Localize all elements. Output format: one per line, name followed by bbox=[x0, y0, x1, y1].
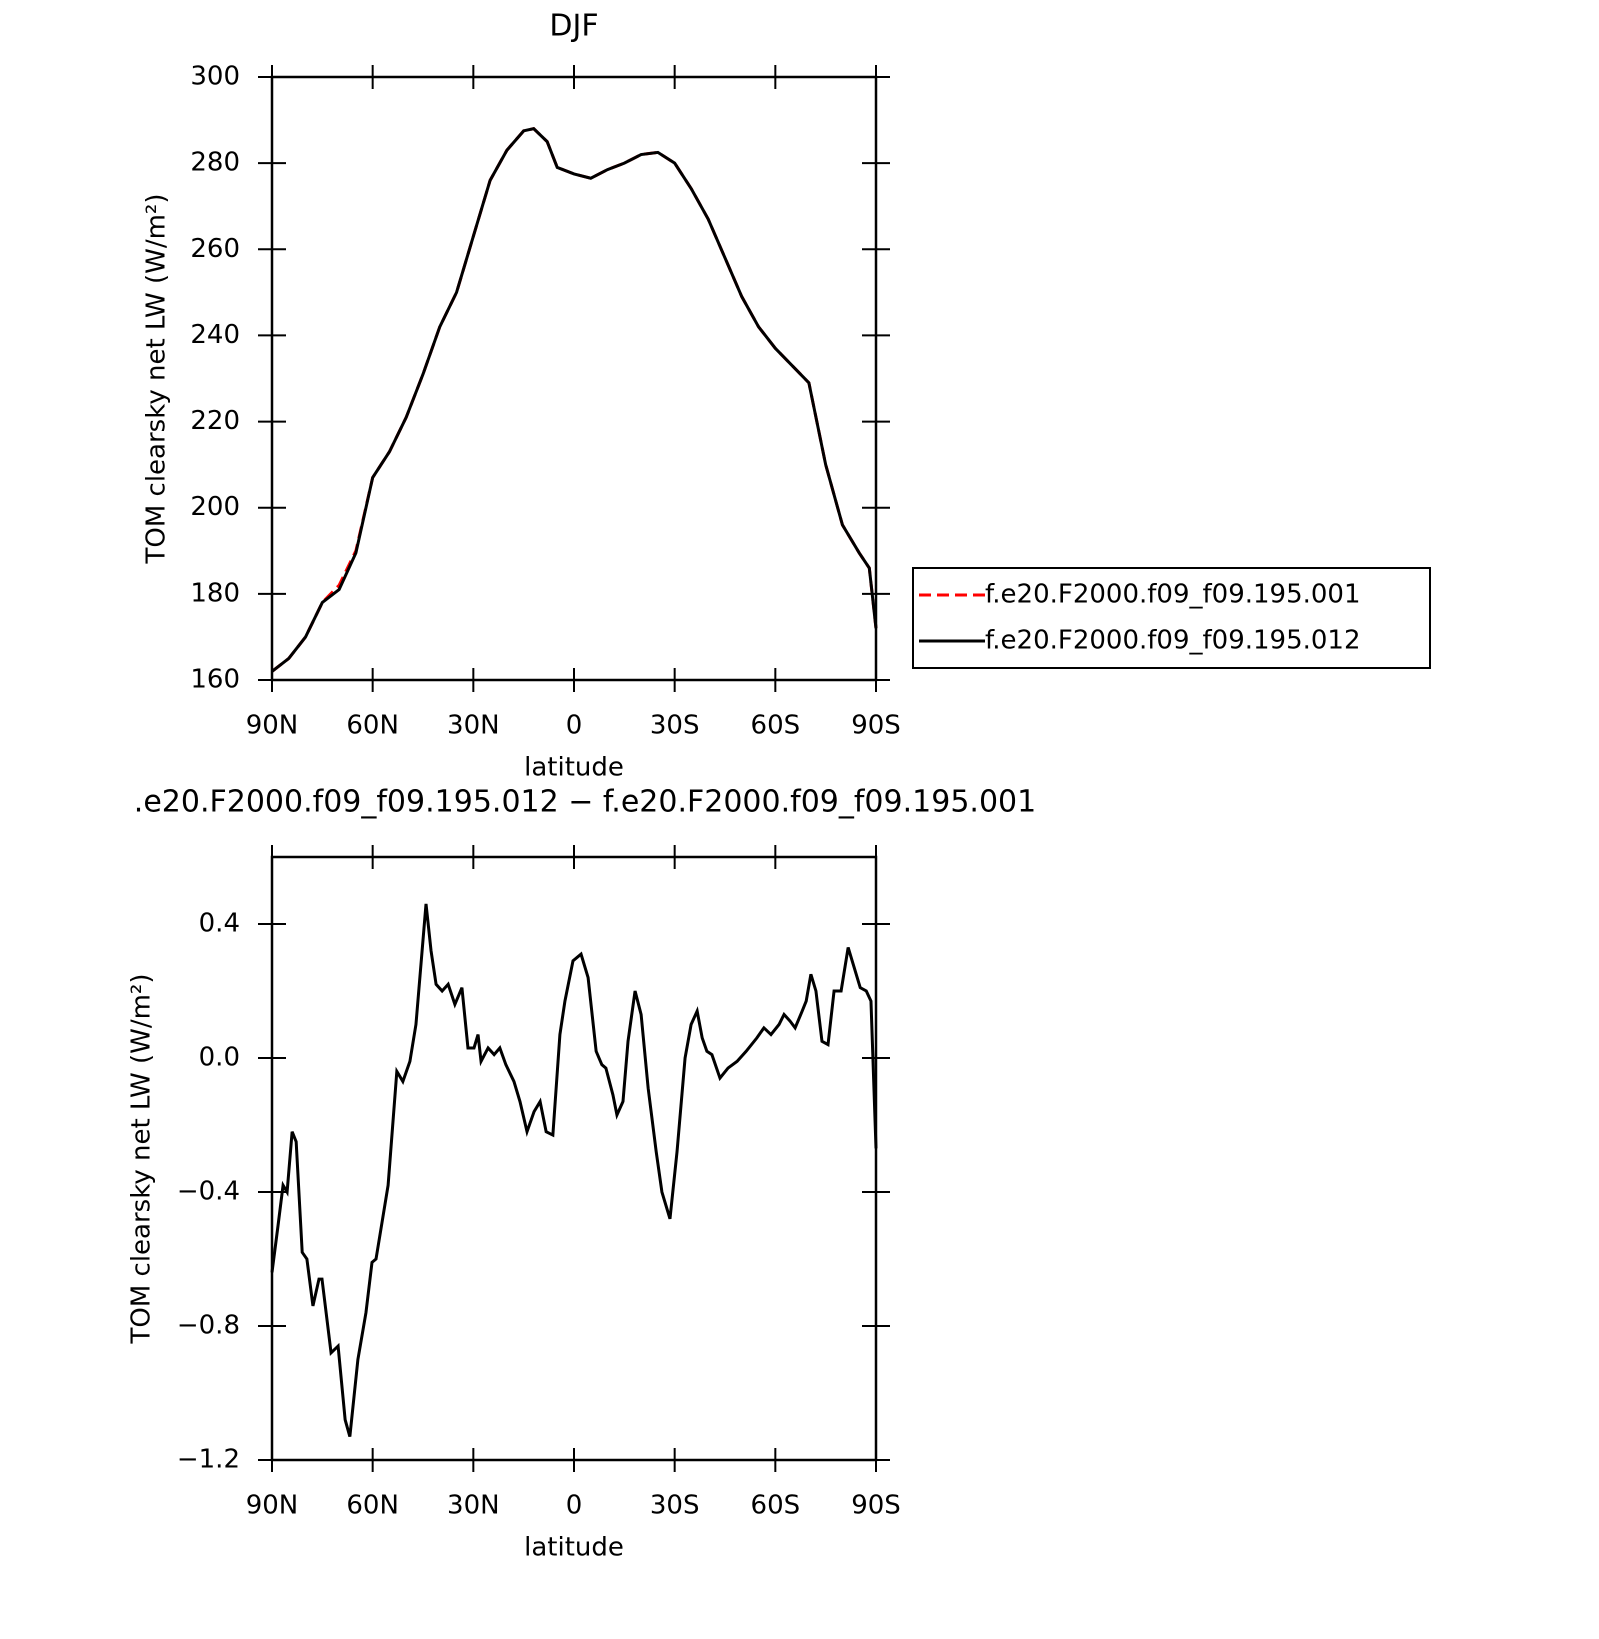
y-tick-label: 200 bbox=[190, 492, 240, 522]
y-tick-label: 260 bbox=[190, 234, 240, 264]
y-axis-label: TOM clearsky net LW (W/m²) bbox=[127, 973, 157, 1344]
y-tick-label: 300 bbox=[190, 62, 240, 92]
x-tick-label: 60N bbox=[346, 1491, 399, 1521]
y-tick-label: 180 bbox=[190, 578, 240, 608]
series-line bbox=[271, 127, 878, 673]
x-tick-label: 60S bbox=[751, 711, 801, 741]
y-tick-label: 240 bbox=[190, 320, 240, 350]
y-tick-label: 0.0 bbox=[199, 1043, 240, 1073]
y-tick-label: 160 bbox=[190, 665, 240, 695]
y-tick-label: 280 bbox=[190, 148, 240, 178]
y-tick-label: −0.8 bbox=[177, 1311, 240, 1341]
x-tick-label: 60S bbox=[751, 1491, 801, 1521]
y-tick-label: 0.4 bbox=[199, 909, 240, 939]
x-tick-label: 30S bbox=[650, 1491, 700, 1521]
x-tick-label: 90S bbox=[851, 711, 901, 741]
legend-label: f.e20.F2000.f09_f09.195.001 bbox=[985, 580, 1361, 610]
x-tick-label: 30N bbox=[447, 1491, 500, 1521]
series-line bbox=[271, 127, 878, 673]
x-tick-label: 90N bbox=[246, 1491, 299, 1521]
y-axis-label: TOM clearsky net LW (W/m²) bbox=[142, 193, 172, 564]
chart-title: .e20.F2000.f09_f09.195.012 − f.e20.F2000… bbox=[134, 785, 1036, 820]
x-tick-label: 60N bbox=[346, 711, 399, 741]
plot-frame bbox=[270, 75, 878, 682]
x-tick-label: 0 bbox=[566, 711, 583, 741]
x-tick-label: 90N bbox=[246, 711, 299, 741]
x-tick-label: 30S bbox=[650, 711, 700, 741]
x-axis-label: latitude bbox=[524, 1533, 624, 1563]
legend-label: f.e20.F2000.f09_f09.195.012 bbox=[985, 626, 1361, 656]
x-axis-label: latitude bbox=[524, 753, 624, 783]
x-tick-label: 0 bbox=[566, 1491, 583, 1521]
x-tick-label: 90S bbox=[851, 1491, 901, 1521]
x-tick-label: 30N bbox=[447, 711, 500, 741]
legend-box bbox=[912, 567, 1431, 669]
y-tick-label: 220 bbox=[190, 406, 240, 436]
chart-title: DJF bbox=[549, 9, 598, 44]
y-tick-label: −0.4 bbox=[177, 1177, 240, 1207]
data-line bbox=[270, 903, 878, 1437]
plot-frame bbox=[270, 855, 878, 1462]
y-tick-label: −1.2 bbox=[177, 1445, 240, 1475]
